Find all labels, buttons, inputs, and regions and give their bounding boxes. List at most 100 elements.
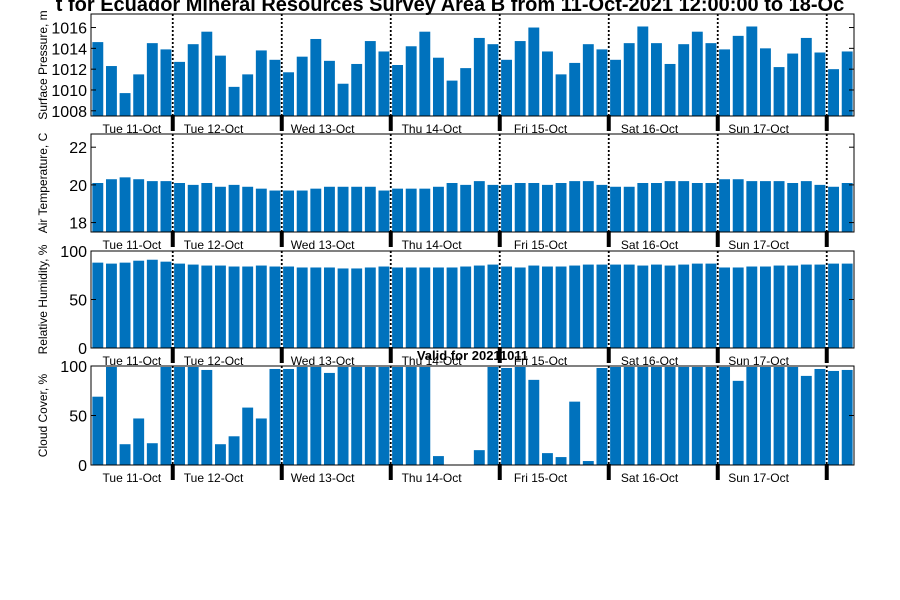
day-divider-marker — [497, 464, 502, 480]
day-label: Tue 11-Oct — [103, 122, 162, 136]
bar — [119, 93, 131, 116]
bar — [214, 444, 226, 465]
y-tick-label: 1012 — [51, 62, 87, 79]
bar — [432, 267, 444, 348]
day-divider-marker — [715, 231, 720, 247]
bar — [432, 57, 444, 116]
bar — [719, 179, 731, 232]
bar — [364, 267, 376, 348]
bar — [378, 190, 390, 232]
bar — [541, 453, 553, 465]
bar — [92, 396, 104, 465]
bar — [269, 190, 281, 232]
bar — [460, 266, 472, 348]
bar — [214, 186, 226, 232]
bar — [582, 461, 594, 465]
bar — [841, 369, 853, 465]
day-label: Sun 17-Oct — [728, 122, 789, 136]
day-divider-marker — [715, 347, 720, 363]
bar — [105, 66, 117, 116]
bar — [610, 59, 622, 116]
day-divider-marker — [170, 464, 175, 480]
bar — [678, 264, 690, 348]
bar — [569, 265, 581, 348]
bar — [787, 53, 799, 116]
bar — [596, 184, 608, 232]
y-tick-label: 1016 — [51, 21, 87, 38]
bar — [828, 370, 840, 465]
bar — [351, 366, 363, 465]
bar — [623, 264, 635, 348]
y-tick-label: 1008 — [51, 104, 87, 121]
bar — [228, 266, 240, 348]
bar — [787, 183, 799, 232]
bar — [746, 366, 758, 465]
bar — [664, 63, 676, 116]
bar — [364, 41, 376, 117]
bar — [160, 181, 172, 232]
bar — [310, 267, 322, 348]
bar — [174, 183, 186, 232]
bar — [569, 401, 581, 465]
bar — [514, 41, 526, 117]
day-label: Tue 12-Oct — [184, 238, 244, 252]
bar — [351, 268, 363, 348]
bar — [228, 184, 240, 232]
bar — [105, 366, 117, 465]
bar — [133, 179, 145, 232]
day-label: Fri 15-Oct — [514, 122, 568, 136]
bar — [582, 181, 594, 232]
day-label: Thu 14-Oct — [402, 238, 463, 252]
bar — [569, 181, 581, 232]
day-divider-marker — [170, 347, 175, 363]
bar — [664, 265, 676, 348]
bar — [773, 366, 785, 465]
day-label: Wed 13-Oct — [291, 354, 355, 368]
bar — [501, 266, 513, 348]
day-divider-marker — [279, 347, 284, 363]
bar — [405, 46, 417, 116]
bar — [419, 267, 431, 348]
day-label: Fri 15-Oct — [514, 471, 568, 485]
bar — [351, 63, 363, 116]
bar — [446, 80, 458, 116]
y-tick-label: 50 — [69, 409, 87, 426]
day-label: Tue 11-Oct — [103, 354, 162, 368]
bar — [487, 366, 499, 465]
day-label: Sun 17-Oct — [728, 471, 789, 485]
bar — [678, 44, 690, 116]
bar — [201, 31, 213, 116]
bar — [800, 181, 812, 232]
bar — [841, 51, 853, 116]
bar — [378, 51, 390, 116]
bar — [174, 61, 186, 116]
bar — [269, 266, 281, 348]
bar — [146, 259, 158, 348]
bar — [283, 72, 295, 116]
bar — [201, 369, 213, 465]
bar — [405, 366, 417, 465]
bar — [555, 74, 567, 116]
y-tick-label: 22 — [69, 140, 87, 157]
bar — [719, 49, 731, 116]
panel-3: 0 50 100 Tue 11-Oct Tue 12-Oct Wed 13-Oct Thu … — [36, 244, 855, 368]
y-tick-label: 100 — [60, 359, 87, 376]
day-label: Fri 15-Oct — [514, 354, 568, 368]
bar — [160, 261, 172, 348]
bar — [310, 188, 322, 232]
bar — [746, 26, 758, 117]
panel-1: 1008 1010 1012 1014 1016 Tue 11-Oct Tue 12-Oct… — [36, 10, 855, 136]
day-divider-marker — [279, 115, 284, 131]
bar — [732, 267, 744, 348]
bar — [214, 55, 226, 116]
y-axis-label: Cloud Cover, % — [36, 373, 50, 457]
bar — [255, 418, 267, 465]
bar — [296, 190, 308, 232]
day-label: Tue 12-Oct — [184, 122, 244, 136]
bar — [242, 74, 254, 116]
bar — [501, 367, 513, 465]
bar — [255, 188, 267, 232]
day-divider-marker — [824, 231, 829, 247]
day-label: Wed 13-Oct — [291, 122, 355, 136]
